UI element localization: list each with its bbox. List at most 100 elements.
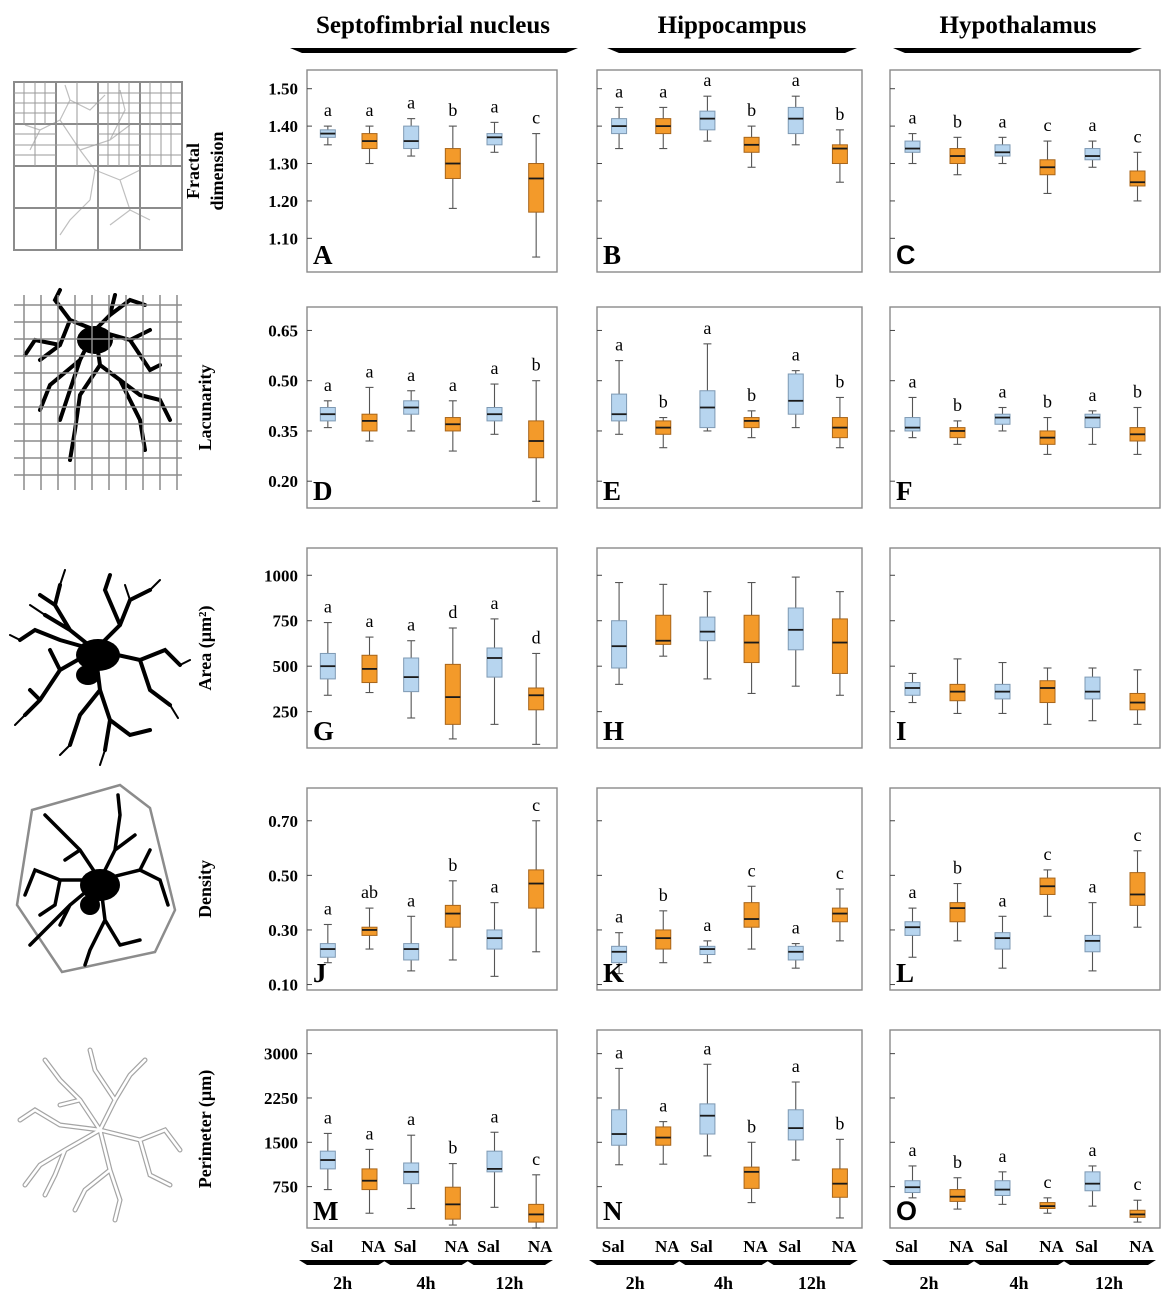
- y-tick-label: 0.30: [268, 921, 298, 940]
- panel-letter: I: [896, 716, 907, 746]
- na-box-2: a: [361, 100, 378, 165]
- saline-box-3: a: [403, 93, 420, 157]
- iqr-box: [994, 932, 1011, 950]
- saline-box-3: a: [699, 70, 716, 142]
- na-box-6: c: [1129, 1174, 1146, 1223]
- convex-hull-cell-icon: [15, 783, 177, 974]
- saline-box-1: a: [904, 882, 921, 958]
- iqr-box: [787, 945, 804, 961]
- time-label: 2h: [626, 1273, 645, 1293]
- significance-letter: b: [953, 1152, 962, 1172]
- significance-letter: c: [1044, 844, 1052, 864]
- saline-box-1: a: [319, 1107, 336, 1191]
- saline-box-3: a: [994, 382, 1011, 432]
- y-tick-label: 1000: [264, 566, 298, 585]
- significance-letter: a: [324, 375, 332, 395]
- saline-box-5: a: [486, 96, 503, 153]
- significance-letter: d: [532, 627, 541, 647]
- significance-letter: a: [999, 111, 1007, 131]
- iqr-box: [904, 140, 921, 153]
- iqr-box: [611, 393, 628, 422]
- saline-box-5: a: [787, 918, 804, 969]
- iqr-box: [403, 943, 420, 961]
- iqr-box: [994, 1180, 1011, 1196]
- significance-letter: a: [703, 1038, 711, 1058]
- iqr-box: [528, 1203, 545, 1223]
- iqr-box: [528, 420, 545, 459]
- iqr-box: [1084, 148, 1101, 161]
- significance-letter: b: [532, 355, 541, 375]
- time-group-bracket: [465, 1260, 553, 1265]
- saline-box-3: [699, 591, 716, 680]
- y-tick-label: 1.50: [268, 80, 298, 99]
- region-title: Hippocampus: [658, 12, 807, 39]
- significance-letter: a: [324, 898, 332, 918]
- significance-letter: a: [491, 593, 499, 613]
- na-box-4: b: [743, 385, 760, 439]
- saline-group-label: Sal: [778, 1237, 801, 1256]
- time-group-bracket: [299, 1260, 387, 1265]
- significance-letter: a: [491, 877, 499, 897]
- iqr-box: [831, 144, 848, 165]
- significance-letter: a: [703, 915, 711, 935]
- na-box-2: b: [949, 111, 966, 176]
- time-group-bracket: [765, 1260, 858, 1265]
- na-box-6: b: [831, 1113, 848, 1219]
- significance-letter: c: [748, 860, 756, 880]
- na-box-2: b: [655, 885, 672, 964]
- na-box-6: c: [1129, 126, 1146, 202]
- iqr-box: [403, 1162, 420, 1185]
- panel-m: a a a b a c M: [306, 1029, 558, 1229]
- significance-letter: a: [909, 1140, 917, 1160]
- significance-letter: a: [491, 1106, 499, 1126]
- panel-a: a a a b a c A: [306, 69, 558, 273]
- saline-box-3: a: [403, 890, 420, 972]
- significance-letter: a: [366, 361, 374, 381]
- significance-letter: a: [491, 358, 499, 378]
- significance-letter: c: [1044, 115, 1052, 135]
- na-box-4: b: [444, 100, 461, 209]
- saline-box-1: [904, 672, 921, 704]
- na-box-4: b: [1039, 392, 1056, 455]
- saline-box-5: a: [1084, 115, 1101, 168]
- na-box-2: a: [361, 361, 378, 442]
- na-box-4: c: [1039, 844, 1056, 917]
- panel-frame: [596, 547, 863, 749]
- significance-letter: a: [659, 81, 667, 101]
- iqr-box: [486, 133, 503, 146]
- significance-letter: a: [491, 96, 499, 116]
- saline-box-1: a: [611, 335, 628, 435]
- y-tick-label: 1500: [264, 1133, 298, 1152]
- panel-frame: [596, 1029, 863, 1229]
- saline-box-3: a: [699, 1038, 716, 1157]
- y-axis-label: Perimeter (µm): [195, 1070, 216, 1188]
- saline-box-5: a: [486, 877, 503, 977]
- iqr-box: [1129, 872, 1146, 906]
- significance-letter: b: [1043, 392, 1052, 412]
- iqr-box: [699, 110, 716, 131]
- perimeter-row: Perimeter (µm) 750 1500 2250 3000 a a a b a c Ma a a b…: [195, 1029, 1161, 1229]
- time-label: 12h: [1095, 1273, 1123, 1293]
- panel-letter: N: [603, 1196, 623, 1226]
- na-group-label: NA: [445, 1237, 470, 1256]
- saline-box-3: a: [994, 111, 1011, 165]
- iqr-box: [1129, 692, 1146, 711]
- panel-n: a a a b a b N: [596, 1029, 863, 1229]
- panel-letter: K: [603, 958, 624, 988]
- significance-letter: a: [615, 1042, 623, 1062]
- significance-letter: b: [835, 104, 844, 124]
- panel-letter: D: [313, 476, 333, 506]
- panel-c: a b a c a c C: [889, 69, 1161, 273]
- panel-letter: M: [313, 1196, 338, 1226]
- saline-box-5: a: [1084, 877, 1101, 972]
- saline-box-1: a: [319, 375, 336, 429]
- iqr-box: [904, 417, 921, 432]
- significance-letter: a: [703, 318, 711, 338]
- significance-letter: a: [407, 365, 415, 385]
- saline-box-3: a: [994, 1146, 1011, 1205]
- time-label: 4h: [416, 1273, 435, 1293]
- region-title: Septofimbrial nucleus: [316, 12, 550, 39]
- saline-box-5: a: [787, 1056, 804, 1161]
- y-axis-label: Area (µm²): [195, 606, 216, 691]
- iqr-box: [1084, 1171, 1101, 1192]
